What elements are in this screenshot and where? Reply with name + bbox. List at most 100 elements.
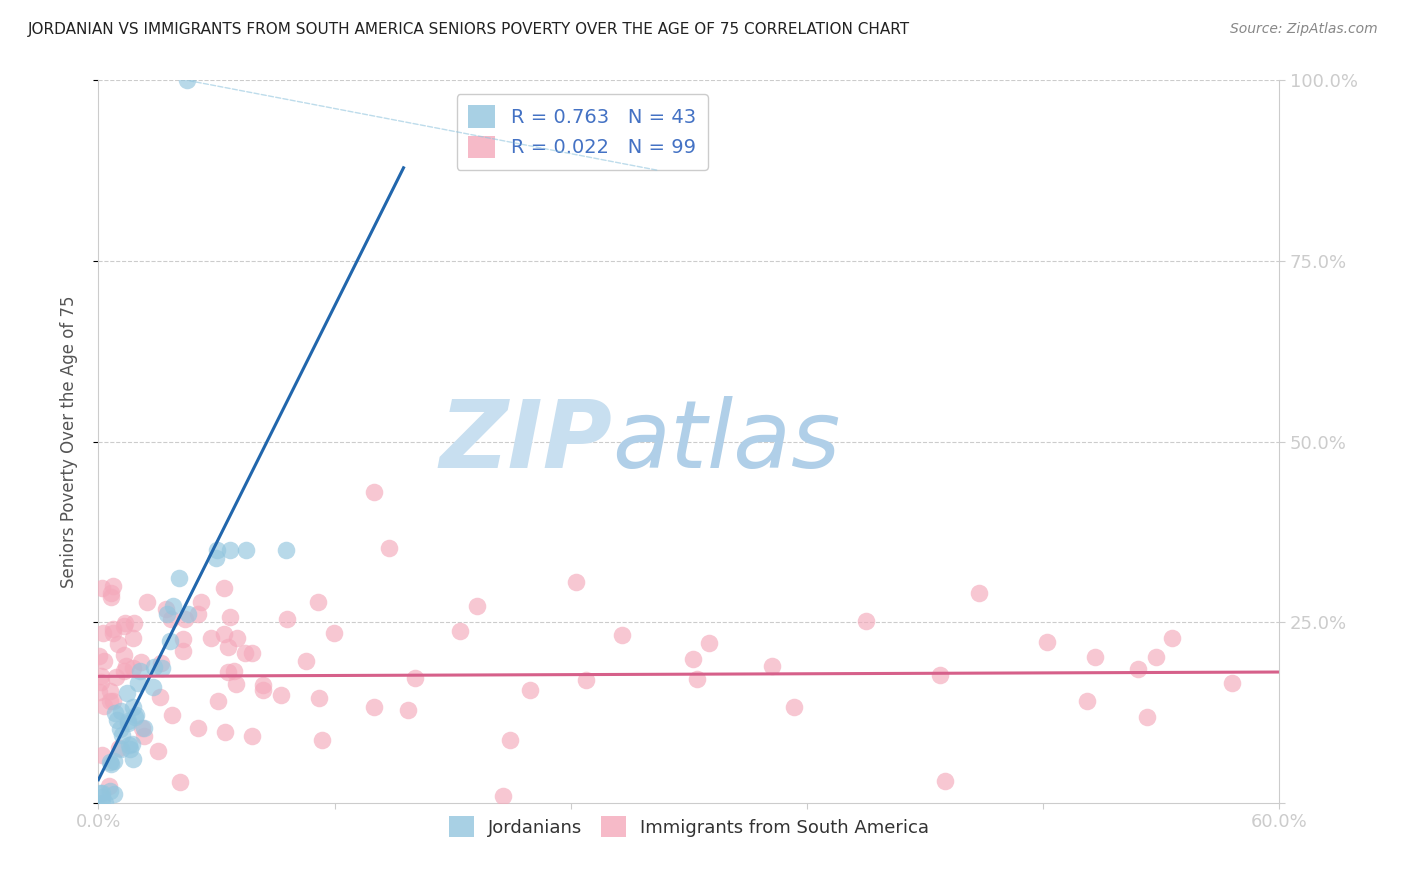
Point (131, 655, 153, 669)
Point (205, 542, 228, 557)
Point (176, 73, 198, 87)
Point (87, 649, 110, 664)
Text: ZIP: ZIP (439, 395, 612, 488)
Point (270, 689, 292, 703)
Point (100, 586, 122, 600)
Point (173, 612, 195, 626)
Point (98, 779, 121, 793)
Point (934, 774, 956, 789)
Point (1035, 635, 1057, 649)
Point (323, 626, 346, 640)
Point (90, 674, 112, 689)
Point (112, 648, 135, 663)
Point (108, 722, 131, 736)
Point (148, 744, 170, 758)
Point (162, 599, 184, 614)
Point (226, 632, 249, 646)
Point (1161, 631, 1184, 645)
Legend: Jordanians, Immigrants from South America: Jordanians, Immigrants from South Americ… (441, 809, 936, 845)
Text: atlas: atlas (612, 396, 841, 487)
Point (136, 595, 159, 609)
Point (105, 713, 128, 727)
Point (101, 694, 124, 708)
Point (240, 729, 263, 743)
Point (465, 599, 488, 613)
Point (564, 575, 586, 590)
Point (398, 703, 420, 717)
Point (575, 673, 598, 687)
Point (117, 716, 139, 731)
Point (98, 756, 121, 770)
Point (101, 626, 124, 640)
Point (1144, 650, 1167, 665)
Point (207, 694, 229, 708)
Point (252, 678, 274, 692)
Point (89, 786, 111, 800)
Y-axis label: Seniors Poverty Over the Age of 75: Seniors Poverty Over the Age of 75 (59, 295, 77, 588)
Point (307, 595, 329, 609)
Point (1220, 676, 1243, 690)
Point (90, 669, 112, 683)
Point (112, 619, 135, 633)
Point (122, 631, 145, 645)
Point (235, 542, 257, 557)
Point (222, 664, 245, 678)
Point (363, 700, 385, 714)
Point (378, 541, 401, 556)
Point (125, 708, 148, 723)
Point (104, 670, 127, 684)
Point (610, 628, 633, 642)
Point (124, 710, 146, 724)
Point (107, 637, 129, 651)
Point (686, 672, 709, 686)
Point (142, 680, 165, 694)
Point (308, 690, 330, 705)
Point (134, 729, 156, 743)
Point (1084, 649, 1107, 664)
Point (219, 610, 242, 624)
Point (172, 632, 194, 646)
Point (187, 607, 209, 621)
Point (94, 796, 117, 810)
Point (111, 728, 134, 742)
Point (855, 614, 877, 628)
Point (252, 682, 274, 697)
Point (499, 732, 522, 747)
Point (131, 721, 153, 735)
Point (91, 790, 114, 805)
Point (115, 686, 138, 700)
Point (93, 699, 115, 714)
Point (1076, 694, 1098, 708)
Point (87, 685, 110, 699)
Point (114, 659, 136, 673)
Point (1126, 662, 1149, 676)
Point (177, 607, 200, 621)
Point (240, 646, 263, 660)
Point (235, 646, 257, 660)
Point (169, 774, 191, 789)
Point (129, 665, 152, 679)
Point (149, 690, 172, 704)
Point (187, 721, 209, 735)
Point (276, 542, 298, 557)
Point (91, 626, 114, 640)
Point (697, 636, 720, 650)
Point (225, 677, 247, 691)
Point (159, 612, 181, 626)
Text: JORDANIAN VS IMMIGRANTS FROM SOUTH AMERICA SENIORS POVERTY OVER THE AGE OF 75 CO: JORDANIAN VS IMMIGRANTS FROM SOUTH AMERI… (28, 22, 910, 37)
Point (190, 594, 212, 608)
Point (122, 661, 145, 675)
Point (929, 668, 952, 682)
Point (214, 725, 236, 739)
Point (294, 654, 316, 668)
Point (404, 671, 426, 685)
Point (143, 660, 166, 674)
Point (217, 640, 239, 655)
Point (101, 622, 124, 636)
Point (363, 485, 385, 500)
Point (122, 615, 145, 630)
Point (160, 707, 183, 722)
Point (120, 742, 142, 756)
Point (100, 684, 122, 698)
Point (159, 633, 181, 648)
